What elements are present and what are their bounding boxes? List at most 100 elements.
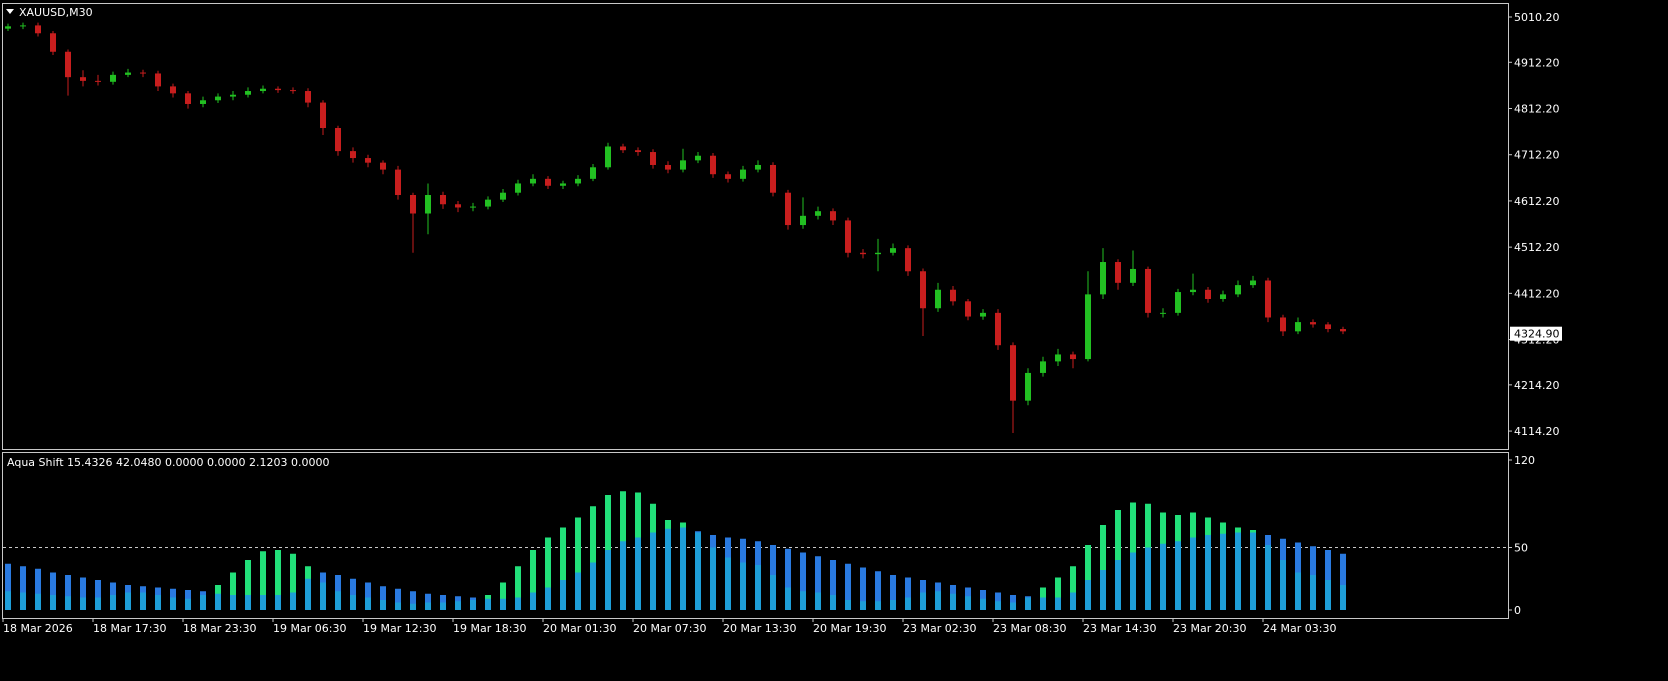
histogram-bar-overlap bbox=[1295, 572, 1301, 610]
candle-body bbox=[365, 158, 371, 163]
candle-body bbox=[215, 96, 221, 101]
histogram-bar-overlap bbox=[215, 593, 221, 610]
y-tick-label: 4114.20 bbox=[1514, 425, 1560, 438]
histogram-bar-overlap bbox=[995, 601, 1001, 610]
histogram-bar-overlap bbox=[935, 591, 941, 610]
candle-body bbox=[110, 74, 116, 82]
candle-body bbox=[725, 174, 731, 179]
histogram-bar bbox=[425, 593, 431, 610]
menu-arrow[interactable] bbox=[6, 9, 14, 14]
histogram-bar bbox=[260, 551, 266, 610]
histogram-bar-overlap bbox=[755, 565, 761, 610]
histogram-bar bbox=[230, 572, 236, 610]
histogram-bar-overlap bbox=[920, 592, 926, 610]
candle-body bbox=[350, 151, 356, 159]
candle-body bbox=[1205, 289, 1211, 299]
histogram-bar-overlap bbox=[80, 597, 86, 610]
candle-body bbox=[770, 164, 776, 193]
histogram-bar bbox=[365, 582, 371, 610]
histogram-bar-overlap bbox=[1070, 592, 1076, 610]
histogram-bar bbox=[350, 578, 356, 610]
histogram-bar bbox=[575, 517, 581, 610]
histogram-bar bbox=[560, 527, 566, 610]
x-tick-label: 23 Mar 20:30 bbox=[1173, 622, 1246, 635]
candle-body bbox=[1250, 280, 1256, 286]
histogram-bar bbox=[1100, 525, 1106, 610]
histogram-bar bbox=[545, 537, 551, 610]
histogram-bar-overlap bbox=[1325, 580, 1331, 610]
candle-body bbox=[245, 91, 251, 95]
histogram-bar-overlap bbox=[665, 528, 671, 610]
histogram-bar-overlap bbox=[485, 598, 491, 610]
histogram-bar-overlap bbox=[335, 591, 341, 610]
candle-body bbox=[20, 25, 26, 27]
histogram-bar-overlap bbox=[305, 578, 311, 610]
histogram-bar bbox=[500, 582, 506, 610]
candle-body bbox=[605, 146, 611, 168]
histogram-bar-overlap bbox=[1025, 597, 1031, 610]
candle-body bbox=[440, 195, 446, 205]
x-tick-label: 20 Mar 07:30 bbox=[633, 622, 706, 635]
candle-body bbox=[1160, 312, 1166, 314]
histogram-bar-overlap bbox=[1100, 570, 1106, 610]
candle-body bbox=[830, 211, 836, 221]
candle-body bbox=[5, 26, 11, 29]
histogram-bar bbox=[80, 577, 86, 610]
histogram-bar-overlap bbox=[500, 598, 506, 610]
candle-body bbox=[230, 94, 236, 97]
histogram-bar-overlap bbox=[455, 601, 461, 610]
histogram-bar bbox=[800, 552, 806, 610]
candle-body bbox=[1100, 262, 1106, 295]
candle-body bbox=[140, 72, 146, 74]
histogram-bar bbox=[845, 563, 851, 610]
candle-body bbox=[680, 160, 686, 170]
candle-body bbox=[1145, 268, 1151, 313]
histogram-bar-overlap bbox=[605, 550, 611, 610]
candle-body bbox=[1055, 354, 1061, 362]
histogram-bar bbox=[50, 572, 56, 610]
histogram-bar-overlap bbox=[155, 595, 161, 610]
histogram-bar-overlap bbox=[530, 592, 536, 610]
histogram-bar-overlap bbox=[230, 595, 236, 610]
histogram-bar-overlap bbox=[140, 592, 146, 610]
candle-body bbox=[1175, 292, 1181, 313]
y-tick-label: 0 bbox=[1514, 604, 1521, 617]
candle-body bbox=[455, 204, 461, 208]
candle-body bbox=[410, 195, 416, 214]
candle-body bbox=[1295, 322, 1301, 332]
histogram-bar-overlap bbox=[245, 595, 251, 610]
candle-body bbox=[275, 88, 281, 91]
histogram-bar bbox=[530, 550, 536, 610]
indicator-title: Aqua Shift 15.4326 42.0480 0.0000 0.0000… bbox=[7, 456, 329, 469]
histogram-bar bbox=[785, 548, 791, 610]
indicator-panel bbox=[2, 452, 1509, 619]
histogram-bar-overlap bbox=[770, 575, 776, 610]
histogram-bar-overlap bbox=[395, 602, 401, 610]
histogram-bar bbox=[290, 553, 296, 610]
histogram-bar-overlap bbox=[680, 527, 686, 610]
candle-body bbox=[920, 271, 926, 309]
candle-body bbox=[620, 146, 626, 151]
histogram-bar-overlap bbox=[470, 600, 476, 610]
candle-body bbox=[1220, 294, 1226, 299]
candle-body bbox=[860, 252, 866, 255]
histogram-bar-overlap bbox=[515, 597, 521, 610]
histogram-bar bbox=[20, 566, 26, 610]
y-tick-label: 4412.20 bbox=[1514, 287, 1560, 300]
x-tick-label: 19 Mar 18:30 bbox=[453, 622, 526, 635]
candle-body bbox=[650, 152, 656, 165]
histogram-bar bbox=[410, 591, 416, 610]
histogram-bar-overlap bbox=[875, 601, 881, 610]
histogram-bar-overlap bbox=[365, 597, 371, 610]
histogram-bar bbox=[35, 568, 41, 610]
histogram-bar-overlap bbox=[725, 557, 731, 610]
candle-body bbox=[845, 220, 851, 253]
histogram-bar-overlap bbox=[740, 562, 746, 610]
y-tick-label: 120 bbox=[1514, 454, 1535, 467]
y-tick-label: 4214.20 bbox=[1514, 379, 1560, 392]
candle-body bbox=[635, 150, 641, 153]
histogram-bar bbox=[1340, 553, 1346, 610]
histogram-bar-overlap bbox=[785, 587, 791, 610]
histogram-bar-overlap bbox=[290, 592, 296, 610]
